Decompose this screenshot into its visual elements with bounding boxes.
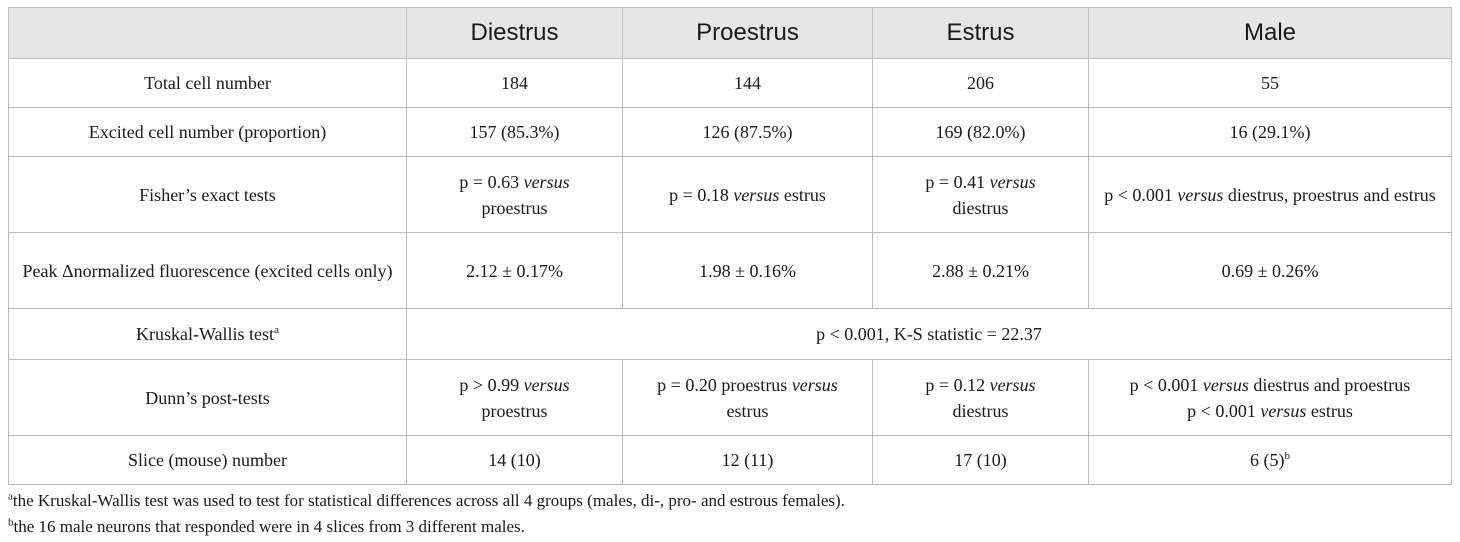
cell-text: estrus <box>726 400 769 421</box>
table-row-slice: Slice (mouse) number 14 (10) 12 (11) 17 … <box>8 435 1452 485</box>
cell-text: diestrus and proestrus <box>1248 374 1411 395</box>
cell-proestrus: p = 0.18 versus estrus <box>622 156 873 233</box>
cell-text: p = 0.63 <box>459 171 524 192</box>
cell-text: diestrus <box>952 197 1009 218</box>
cell-diestrus: 184 <box>406 58 623 108</box>
italic-versus: versus <box>1202 374 1249 395</box>
table-row-excited: Excited cell number (proportion) 157 (85… <box>8 107 1452 157</box>
table-row-total: Total cell number 184 144 206 55 <box>8 58 1452 108</box>
row-label: Kruskal-Wallis testa <box>8 308 407 360</box>
row-label: Slice (mouse) number <box>8 435 407 485</box>
cell-text: p = 0.41 <box>925 171 990 192</box>
results-table: Diestrus Proestrus Estrus Male Total cel… <box>8 7 1452 485</box>
header-empty-cell <box>8 7 407 59</box>
cell-proestrus: 12 (11) <box>622 435 873 485</box>
row-label: Fisher’s exact tests <box>8 156 407 233</box>
header-row: Diestrus Proestrus Estrus Male <box>8 7 1452 59</box>
footnote-a-text: the Kruskal-Wallis test was used to test… <box>12 491 845 510</box>
cell-text: p = 0.20 proestrus <box>657 374 792 395</box>
footnote-b-text: the 16 male neurons that responded were … <box>13 517 525 536</box>
cell-estrus: 169 (82.0%) <box>872 107 1089 157</box>
header-proestrus: Proestrus <box>622 7 873 59</box>
table-row-dunn: Dunn’s post-tests p > 0.99 versus proestr… <box>8 359 1452 436</box>
footnote-marker-a: a <box>274 324 279 336</box>
cell-diestrus: 2.12 ± 0.17% <box>406 232 623 309</box>
footnote-b: bthe 16 male neurons that responded were… <box>8 514 845 540</box>
cell-proestrus: 126 (87.5%) <box>622 107 873 157</box>
row-label: Total cell number <box>8 58 407 108</box>
cell-text: estrus <box>1306 400 1353 421</box>
row-label: Peak Δnormalized fluorescence (excited c… <box>8 232 407 309</box>
cell-text: p < 0.001 <box>1129 374 1203 395</box>
table-row-peak: Peak Δnormalized fluorescence (excited c… <box>8 232 1452 309</box>
cell-diestrus: p = 0.63 versus proestrus <box>406 156 623 233</box>
cell-diestrus: 157 (85.3%) <box>406 107 623 157</box>
cell-male: 16 (29.1%) <box>1088 107 1452 157</box>
cell-estrus: p = 0.12 versus diestrus <box>872 359 1089 436</box>
italic-versus: versus <box>989 171 1036 192</box>
row-label-text: Kruskal-Wallis test <box>136 324 275 344</box>
cell-text: diestrus <box>952 400 1009 421</box>
cell-male: 55 <box>1088 58 1452 108</box>
italic-versus: versus <box>791 374 838 395</box>
cell-male: 6 (5)b <box>1088 435 1452 485</box>
cell-text: p > 0.99 <box>459 374 524 395</box>
footnote-b-mark: b <box>8 516 14 529</box>
cell-text: estrus <box>779 184 826 205</box>
cell-estrus: 206 <box>872 58 1089 108</box>
cell-text: p = 0.18 <box>669 184 734 205</box>
cell-male: 0.69 ± 0.26% <box>1088 232 1452 309</box>
table-footnotes: athe Kruskal-Wallis test was used to tes… <box>8 488 845 540</box>
cell-text: p = 0.12 <box>925 374 990 395</box>
table-header: Diestrus Proestrus Estrus Male <box>8 7 1452 59</box>
italic-versus: versus <box>523 171 570 192</box>
header-estrus: Estrus <box>872 7 1089 59</box>
cell-text: diestrus, proestrus and estrus <box>1223 184 1436 205</box>
cell-text: p < 0.001 <box>1104 184 1178 205</box>
italic-versus: versus <box>523 374 570 395</box>
cell-kruskal-value: p < 0.001, K-S statistic = 22.37 <box>406 308 1452 360</box>
footnote-a-mark: a <box>8 490 13 503</box>
italic-versus: versus <box>733 184 780 205</box>
cell-male: p < 0.001 versus diestrus, proestrus and… <box>1088 156 1452 233</box>
row-label: Excited cell number (proportion) <box>8 107 407 157</box>
cell-diestrus: 14 (10) <box>406 435 623 485</box>
header-diestrus: Diestrus <box>406 7 623 59</box>
cell-text: proestrus <box>481 400 548 421</box>
header-male: Male <box>1088 7 1452 59</box>
cell-proestrus: 1.98 ± 0.16% <box>622 232 873 309</box>
cell-text: proestrus <box>481 197 548 218</box>
row-label: Dunn’s post-tests <box>8 359 407 436</box>
table-row-kruskal: Kruskal-Wallis testa p < 0.001, K-S stat… <box>8 308 1452 360</box>
cell-proestrus: 144 <box>622 58 873 108</box>
italic-versus: versus <box>989 374 1036 395</box>
cell-estrus: 17 (10) <box>872 435 1089 485</box>
cell-estrus: 2.88 ± 0.21% <box>872 232 1089 309</box>
cell-estrus: p = 0.41 versus diestrus <box>872 156 1089 233</box>
cell-text: p < 0.001 <box>1187 400 1261 421</box>
italic-versus: versus <box>1177 184 1224 205</box>
cell-text: 6 (5) <box>1250 450 1285 470</box>
footnote-marker-b: b <box>1284 450 1291 462</box>
footnote-a: athe Kruskal-Wallis test was used to tes… <box>8 488 845 514</box>
italic-versus: versus <box>1260 400 1307 421</box>
table-row-fisher: Fisher’s exact tests p = 0.63 versus proe… <box>8 156 1452 233</box>
cell-diestrus: p > 0.99 versus proestrus <box>406 359 623 436</box>
results-table-container: Diestrus Proestrus Estrus Male Total cel… <box>8 7 1452 485</box>
cell-proestrus: p = 0.20 proestrus versus estrus <box>622 359 873 436</box>
table-body: Total cell number 184 144 206 55 Excited… <box>8 58 1452 485</box>
cell-male: p < 0.001 versus diestrus and proestrus p… <box>1088 359 1452 436</box>
